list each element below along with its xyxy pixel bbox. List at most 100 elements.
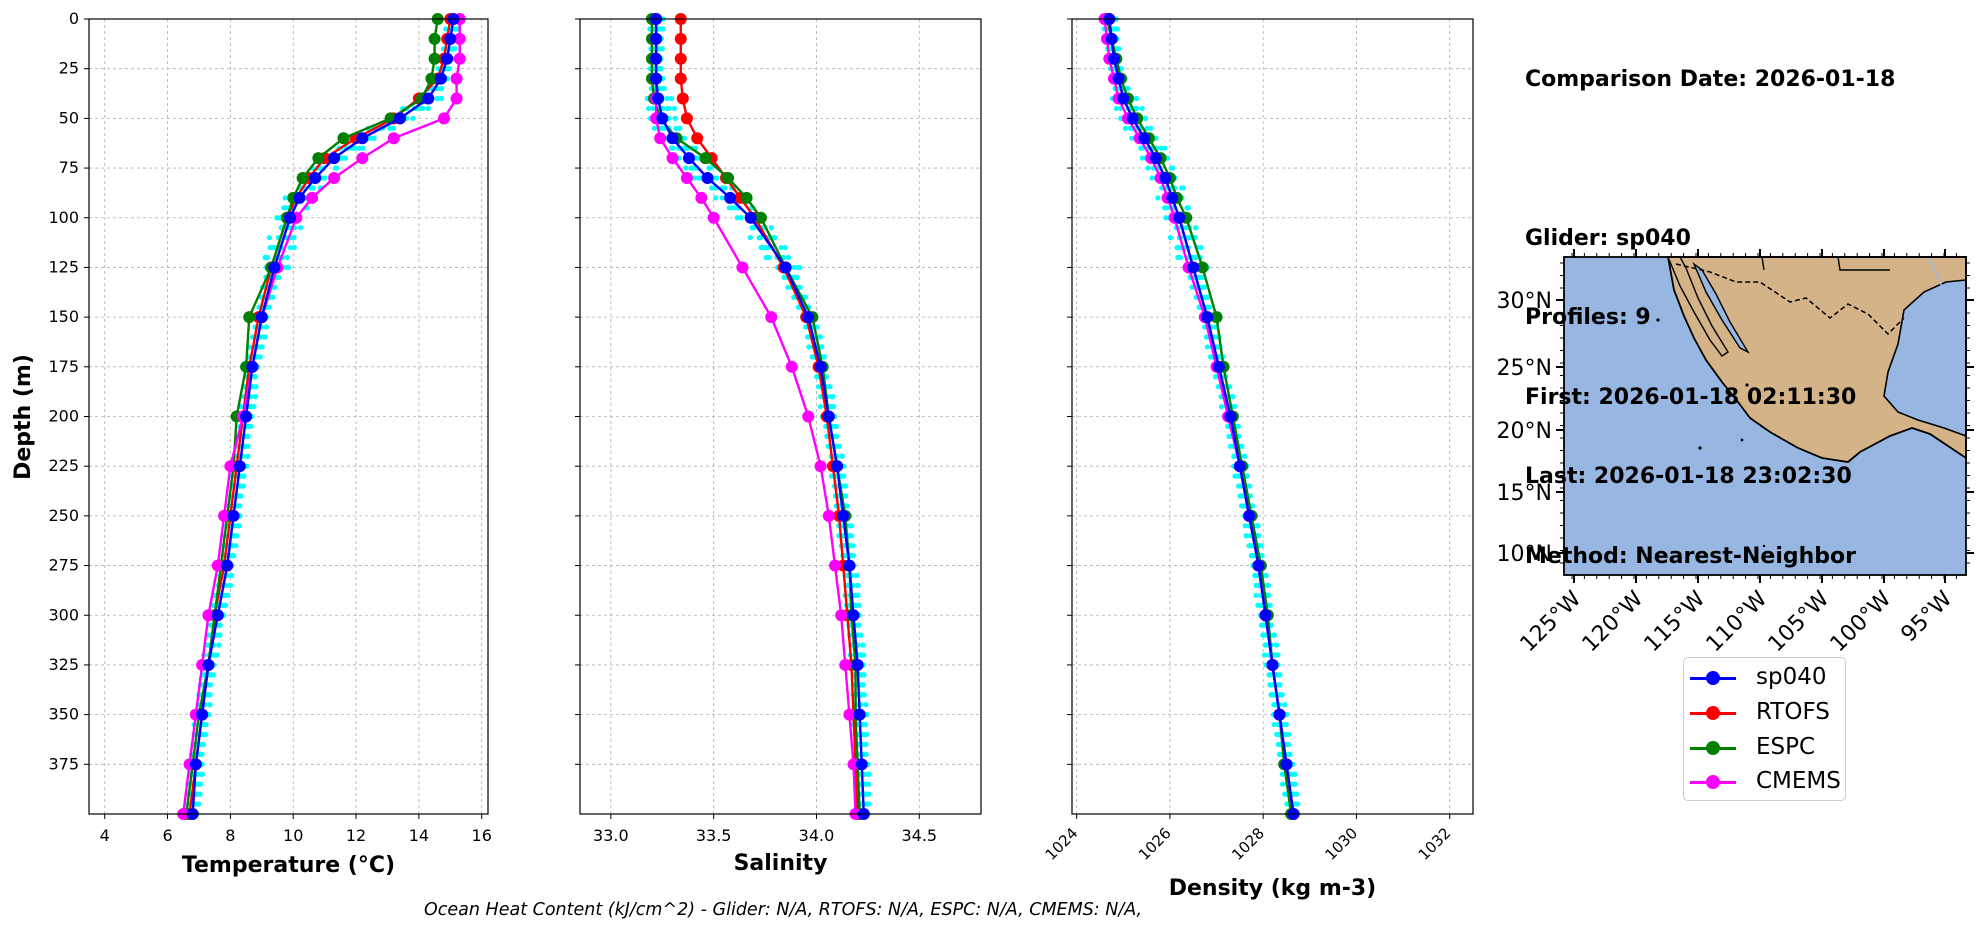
y-axis-title: Depth (m) (11, 354, 36, 480)
glider-raw-point (1262, 632, 1268, 638)
us-mexico-border (1675, 263, 1905, 336)
glider-raw-point (646, 105, 652, 112)
y-tick-label: 325 (48, 655, 79, 674)
glider-raw-point (839, 453, 845, 459)
glider-raw-point (821, 354, 827, 360)
lat-label: 20°N (1497, 419, 1552, 444)
data-point-cmems (202, 609, 215, 622)
glider-raw-point (1215, 344, 1221, 350)
data-point-sp040 (701, 172, 714, 184)
glider-raw-point (1290, 781, 1296, 787)
data-point-cmems (802, 410, 815, 423)
ohc-footnote: Ocean Heat Content (kJ/cm^2) - Glider: N… (424, 900, 1143, 920)
data-point-sp040 (284, 211, 297, 224)
glider-raw-point (1112, 26, 1119, 32)
data-point-cmems (356, 152, 369, 165)
glider-raw-point (1258, 602, 1264, 608)
data-point-cmems (847, 758, 860, 771)
data-point-sp040 (656, 112, 669, 125)
glider-raw-point (791, 264, 797, 271)
glider-raw-point (207, 702, 213, 708)
lon-label: 105°W (1764, 586, 1835, 657)
glider-raw-point (859, 682, 865, 688)
data-point-sp040 (255, 311, 268, 324)
glider-raw-point (681, 135, 687, 141)
glider-raw-point (1226, 433, 1232, 439)
x-tick-label: 1026 (1135, 824, 1175, 864)
lon-label: 120°W (1578, 586, 1649, 657)
glider-raw-point (443, 26, 449, 32)
glider-raw-point (1218, 403, 1225, 410)
data-point-espc (722, 172, 735, 184)
glider-raw-point (252, 374, 258, 380)
glider-raw-point (223, 602, 229, 608)
glider-raw-point (778, 244, 784, 251)
legend-item-cmems: CMEMS (1684, 764, 1844, 798)
glider-raw-point (864, 731, 870, 738)
data-point-sp040 (1243, 509, 1256, 522)
data-point-sp040 (1117, 92, 1130, 105)
data-point-sp040 (744, 211, 757, 224)
glider-raw-point (197, 791, 203, 797)
glider-raw-point (437, 85, 443, 92)
temperature-panel: 4 6 8 10 12 14 16 Temperature (°C) 0 25 50 75 100 125… (11, 9, 492, 878)
glider-raw-point (298, 225, 304, 231)
glider-raw-point (233, 543, 239, 549)
salinity-panel: 33.0 33.5 34.0 34.5 Salinity (575, 13, 982, 876)
glider-raw-point (677, 125, 683, 131)
glider-raw-point (253, 384, 259, 390)
glider-raw-point (1129, 135, 1135, 141)
data-point-sp040 (1107, 52, 1120, 65)
data-point-cmems (822, 509, 835, 522)
glider-raw-point (833, 423, 840, 430)
data-point-cmems (736, 261, 749, 274)
first-time-text: First: 2026-01-18 02:11:30 (1525, 384, 1857, 410)
glider-raw-point (446, 66, 452, 72)
data-point-sp040 (441, 52, 454, 65)
glider-raw-point (434, 95, 440, 102)
glider-raw-point (1294, 791, 1300, 797)
glider-raw-point (802, 294, 809, 300)
glider-raw-point (235, 523, 241, 529)
glider-raw-point (1237, 493, 1243, 499)
glider-raw-point (284, 254, 290, 261)
x-tick-label: 34.5 (901, 826, 937, 845)
data-point-sp040 (1166, 191, 1179, 204)
y-tick-label: 100 (48, 208, 79, 227)
glider-raw-point (1198, 244, 1204, 251)
legend-label-espc: ESPC (1756, 734, 1816, 760)
glider-raw-point (666, 105, 672, 112)
glider-raw-point (1261, 652, 1268, 658)
legend-label-sp040: sp040 (1756, 664, 1827, 690)
glider-raw-point (865, 771, 871, 777)
glider-raw-point (238, 473, 244, 479)
glider-raw-point (217, 632, 223, 638)
data-point-sp040 (293, 191, 306, 204)
glider-raw-point (658, 66, 664, 72)
data-point-rtofs (680, 112, 693, 125)
glider-raw-point (1253, 592, 1259, 598)
glider-raw-point (1155, 195, 1161, 201)
glider-raw-point (1247, 483, 1253, 489)
glider-raw-point (1118, 115, 1124, 121)
glider-raw-point (1271, 721, 1277, 728)
data-point-espc (296, 172, 309, 184)
glider-raw-point (722, 185, 728, 191)
data-point-cmems (224, 460, 237, 473)
data-point-sp040 (444, 32, 457, 45)
data-point-sp040 (1149, 152, 1162, 165)
glider-raw-point (863, 781, 869, 787)
x-tick-label: 8 (225, 826, 235, 845)
x-axis-title: Density (kg m-3) (1169, 876, 1377, 901)
data-point-sp040 (309, 172, 322, 184)
glider-raw-point (1239, 443, 1245, 449)
glider-raw-point (858, 652, 865, 658)
data-point-sp040 (227, 509, 240, 522)
glider-raw-point (1192, 254, 1198, 261)
glider-raw-point (1266, 672, 1272, 678)
data-point-espc (699, 152, 712, 165)
y-tick-label: 250 (48, 506, 79, 525)
glider-raw-point (749, 225, 755, 231)
x-tick-label: 6 (162, 826, 172, 845)
data-point-cmems (438, 112, 451, 125)
